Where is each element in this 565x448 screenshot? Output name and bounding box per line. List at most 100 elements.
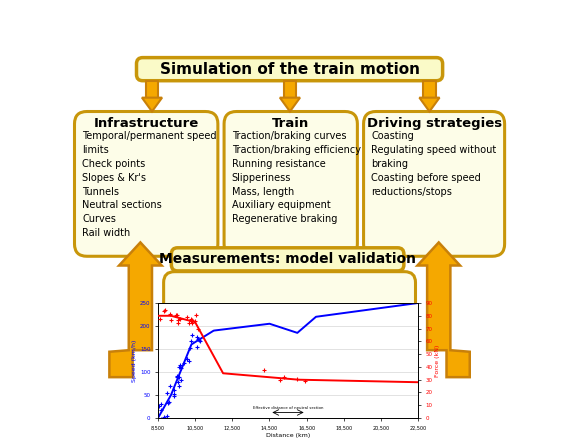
Text: Auxiliary equipment: Auxiliary equipment: [232, 200, 331, 211]
Point: [176, 315, 185, 322]
FancyBboxPatch shape: [171, 248, 404, 271]
Point: [159, 414, 168, 421]
Point: [170, 391, 179, 398]
Y-axis label: Force (kN): Force (kN): [436, 345, 440, 377]
Text: Traction/braking curves: Traction/braking curves: [232, 131, 346, 141]
Point: [188, 319, 197, 326]
Text: Regulating speed without: Regulating speed without: [371, 145, 497, 155]
Point: [193, 336, 202, 343]
Point: [160, 306, 170, 314]
Point: [166, 316, 175, 323]
Point: [188, 316, 197, 323]
Point: [184, 319, 193, 326]
Point: [175, 383, 184, 390]
Point: [157, 401, 166, 408]
Text: Effective distance of neutral section: Effective distance of neutral section: [253, 406, 323, 410]
Text: Traction/braking efficiency: Traction/braking efficiency: [232, 145, 361, 155]
Y-axis label: Speed (km/h): Speed (km/h): [132, 339, 137, 382]
Point: [280, 374, 289, 381]
Text: Check points: Check points: [82, 159, 146, 169]
Point: [179, 359, 188, 366]
Point: [169, 392, 178, 399]
Point: [157, 406, 166, 413]
Point: [185, 345, 194, 352]
Point: [182, 313, 192, 320]
Polygon shape: [146, 81, 158, 98]
Point: [155, 402, 164, 409]
Text: Running resistance: Running resistance: [232, 159, 325, 169]
Text: Infrastructure: Infrastructure: [94, 116, 199, 129]
Point: [191, 318, 200, 325]
Point: [195, 338, 205, 345]
X-axis label: Distance (km): Distance (km): [266, 433, 310, 439]
Point: [186, 315, 195, 322]
Point: [184, 357, 193, 364]
Point: [171, 311, 180, 318]
Point: [163, 412, 172, 419]
Text: Neutral sections: Neutral sections: [82, 200, 162, 211]
Text: Curves: Curves: [82, 214, 116, 224]
Point: [173, 312, 182, 319]
Text: braking: braking: [371, 159, 408, 169]
Point: [173, 372, 182, 379]
Point: [192, 343, 201, 350]
Polygon shape: [110, 242, 162, 377]
FancyBboxPatch shape: [363, 112, 505, 256]
Point: [173, 379, 182, 386]
Polygon shape: [284, 81, 296, 98]
Point: [292, 375, 301, 383]
Text: Train: Train: [272, 116, 310, 129]
Text: Slopes & Kr's: Slopes & Kr's: [82, 173, 146, 183]
Point: [187, 338, 196, 345]
Point: [176, 376, 185, 383]
Point: [163, 399, 172, 406]
Point: [157, 416, 166, 423]
Text: Regenerative braking: Regenerative braking: [232, 214, 337, 224]
Point: [166, 382, 175, 389]
FancyBboxPatch shape: [137, 58, 442, 81]
FancyBboxPatch shape: [75, 112, 218, 256]
Text: Rail width: Rail width: [82, 228, 131, 238]
Text: Temporal/permanent speed: Temporal/permanent speed: [82, 131, 217, 141]
Point: [160, 307, 169, 314]
Point: [259, 367, 268, 374]
Text: Slipperiness: Slipperiness: [232, 173, 291, 183]
Point: [165, 398, 174, 405]
Point: [194, 336, 203, 343]
Point: [175, 363, 184, 370]
Point: [182, 355, 191, 362]
FancyBboxPatch shape: [164, 271, 415, 391]
Point: [188, 332, 197, 339]
Point: [192, 312, 201, 319]
Polygon shape: [142, 98, 162, 112]
Point: [192, 333, 201, 340]
FancyBboxPatch shape: [224, 112, 358, 256]
Text: Simulation of the train motion: Simulation of the train motion: [159, 62, 420, 77]
Point: [301, 377, 310, 384]
Point: [170, 386, 179, 393]
Point: [194, 326, 203, 333]
Polygon shape: [419, 98, 440, 112]
Text: Mass, length: Mass, length: [232, 186, 294, 197]
Text: Driving strategies: Driving strategies: [367, 116, 502, 129]
Point: [176, 362, 185, 369]
Polygon shape: [280, 98, 300, 112]
Text: Measurements: model validation: Measurements: model validation: [159, 252, 416, 267]
Point: [276, 376, 285, 383]
Text: Coasting: Coasting: [371, 131, 414, 141]
Text: reductions/stops: reductions/stops: [371, 186, 452, 197]
Point: [177, 365, 186, 372]
Text: Tunnels: Tunnels: [82, 186, 119, 197]
Point: [174, 373, 183, 380]
Point: [162, 390, 171, 397]
Point: [173, 316, 182, 323]
Point: [182, 355, 192, 362]
Point: [172, 373, 181, 380]
Point: [188, 318, 197, 325]
Polygon shape: [423, 81, 436, 98]
Text: limits: limits: [82, 145, 109, 155]
Point: [166, 311, 175, 318]
Point: [186, 318, 195, 325]
Text: Coasting before speed: Coasting before speed: [371, 173, 481, 183]
Point: [155, 315, 164, 323]
